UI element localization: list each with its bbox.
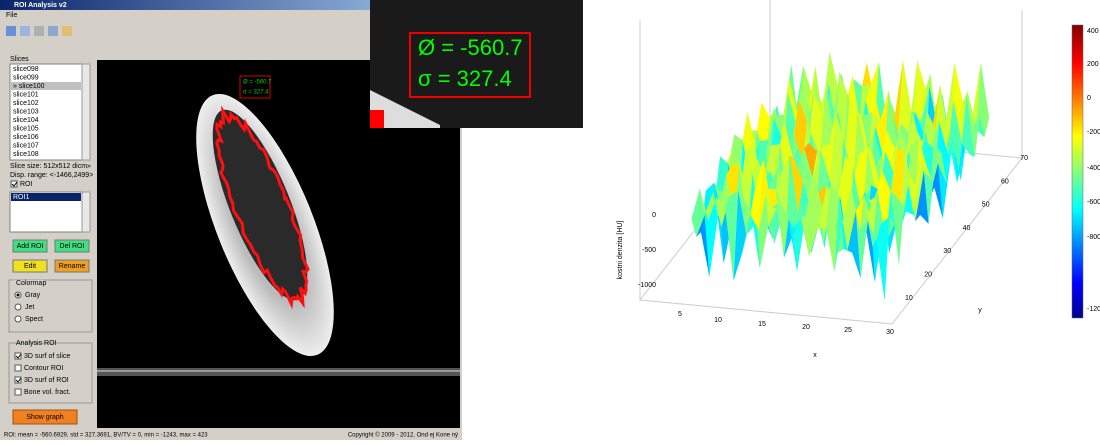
slice-item[interactable]: slice099 (13, 74, 39, 81)
slice-item[interactable]: slice106 (13, 134, 39, 141)
checkbox-label: Contour ROI (24, 365, 63, 372)
colorbar-tick-label: -600 (1087, 199, 1100, 206)
checkbox-label: Bone vol. fract. (24, 389, 71, 396)
disp-range: Disp. range: <-1466,2499> (10, 172, 93, 179)
slice-item[interactable]: » slice100 (13, 83, 45, 90)
scrollbar[interactable] (82, 192, 90, 232)
slices-label: Slices (10, 56, 29, 63)
x-tick-label: 30 (886, 329, 894, 336)
colorbar-tick-label: 0 (1087, 95, 1091, 102)
slice-item[interactable]: slice103 (13, 108, 39, 115)
colorbar-tick-label: -400 (1087, 165, 1100, 172)
radio[interactable] (15, 304, 21, 310)
y-tick-label: 70 (1020, 155, 1028, 162)
slice-item[interactable]: slice104 (13, 117, 39, 124)
button-label: Del ROI (60, 243, 85, 250)
inset-std: σ = 327.4 (418, 66, 512, 91)
page: ROI Analysis v2 File Slices slice098slic… (0, 0, 1100, 440)
x-tick-label: 15 (758, 321, 766, 328)
checkbox[interactable] (15, 365, 21, 371)
slice-item[interactable]: slice102 (13, 100, 39, 107)
colorbar-tick-label: 400 (1087, 28, 1099, 35)
status-copyright: Copyright © 2009 - 2012, Ond ej Kone ný (348, 432, 458, 439)
radio-label: Gray (25, 292, 41, 299)
radio-label: Spect (25, 316, 43, 323)
z-tick-label: 0 (652, 212, 656, 219)
tool-icon[interactable] (6, 26, 16, 36)
window-title: ROI Analysis v2 (14, 2, 67, 9)
slice-item[interactable]: slice105 (13, 125, 39, 132)
z-axis-label: kostni denzita [HU] (617, 221, 624, 280)
x-tick-label: 20 (802, 324, 810, 331)
colormap-title: Colormap (16, 280, 46, 287)
overlay-mean: Ø = -560.7 (243, 80, 272, 86)
z-tick-label: -1000 (638, 282, 656, 289)
checkbox-label: 3D surf of slice (24, 353, 70, 360)
tool-icon[interactable] (62, 26, 72, 36)
radio[interactable] (15, 316, 21, 322)
tool-icon[interactable] (48, 26, 58, 36)
radio-label: Jet (25, 304, 34, 311)
colorbar-tick-label: -200 (1087, 129, 1100, 136)
checkbox[interactable] (15, 389, 21, 395)
slice-item[interactable]: slice107 (13, 142, 39, 149)
button-label: Rename (59, 263, 86, 270)
slice-item[interactable]: slice098 (13, 66, 39, 73)
menu-item[interactable]: File (6, 12, 17, 19)
inset-mean: Ø = -560.7 (418, 35, 523, 60)
checkbox-label: 3D surf of ROI (24, 377, 69, 384)
x-tick-label: 10 (714, 317, 722, 324)
y-tick-label: 40 (963, 225, 971, 232)
button-label: Edit (24, 263, 36, 270)
y-tick-label: 10 (905, 295, 913, 302)
roi-item[interactable]: ROI1 (13, 194, 29, 201)
tool-icon[interactable] (20, 26, 30, 36)
radio-dot (17, 294, 20, 297)
table-line (97, 370, 460, 372)
y-tick-label: 30 (943, 248, 951, 255)
screen: ROI Analysis v2 File Slices slice098slic… (0, 0, 1100, 440)
analysis-title: Analysis ROI (16, 340, 57, 347)
x-tick-label: 25 (844, 327, 852, 334)
slice-size: Slice size: 512x512 dicm» (10, 163, 91, 170)
slice-item[interactable]: slice101 (13, 91, 39, 98)
colorbar-tick-label: -800 (1087, 234, 1100, 241)
slice-item[interactable]: slice108 (13, 151, 39, 158)
toolbar (6, 26, 72, 36)
scrollbar[interactable] (82, 64, 90, 160)
overlay-std: σ = 327.4 (243, 90, 269, 96)
colorbar-tick-label: 200 (1087, 61, 1099, 68)
x-tick-label: 5 (678, 311, 682, 318)
z-tick-label: -500 (642, 247, 656, 254)
tool-icon[interactable] (34, 26, 44, 36)
show-graph-label: Show graph (26, 414, 63, 421)
button-label: Add ROI (17, 243, 44, 250)
y-tick-label: 20 (924, 272, 932, 279)
colorbar-tick-label: -120 (1087, 306, 1100, 313)
colorbar (1072, 25, 1083, 318)
roi-checkbox-label: ROI (20, 181, 33, 188)
y-tick-label: 50 (982, 202, 990, 209)
inset-contour (370, 110, 384, 128)
y-tick-label: 60 (1001, 178, 1009, 185)
status-stats: ROI: mean = -560.6929, std = 327.3691, B… (4, 433, 208, 439)
x-axis-label: x (813, 352, 817, 359)
y-axis-label: y (978, 307, 982, 314)
